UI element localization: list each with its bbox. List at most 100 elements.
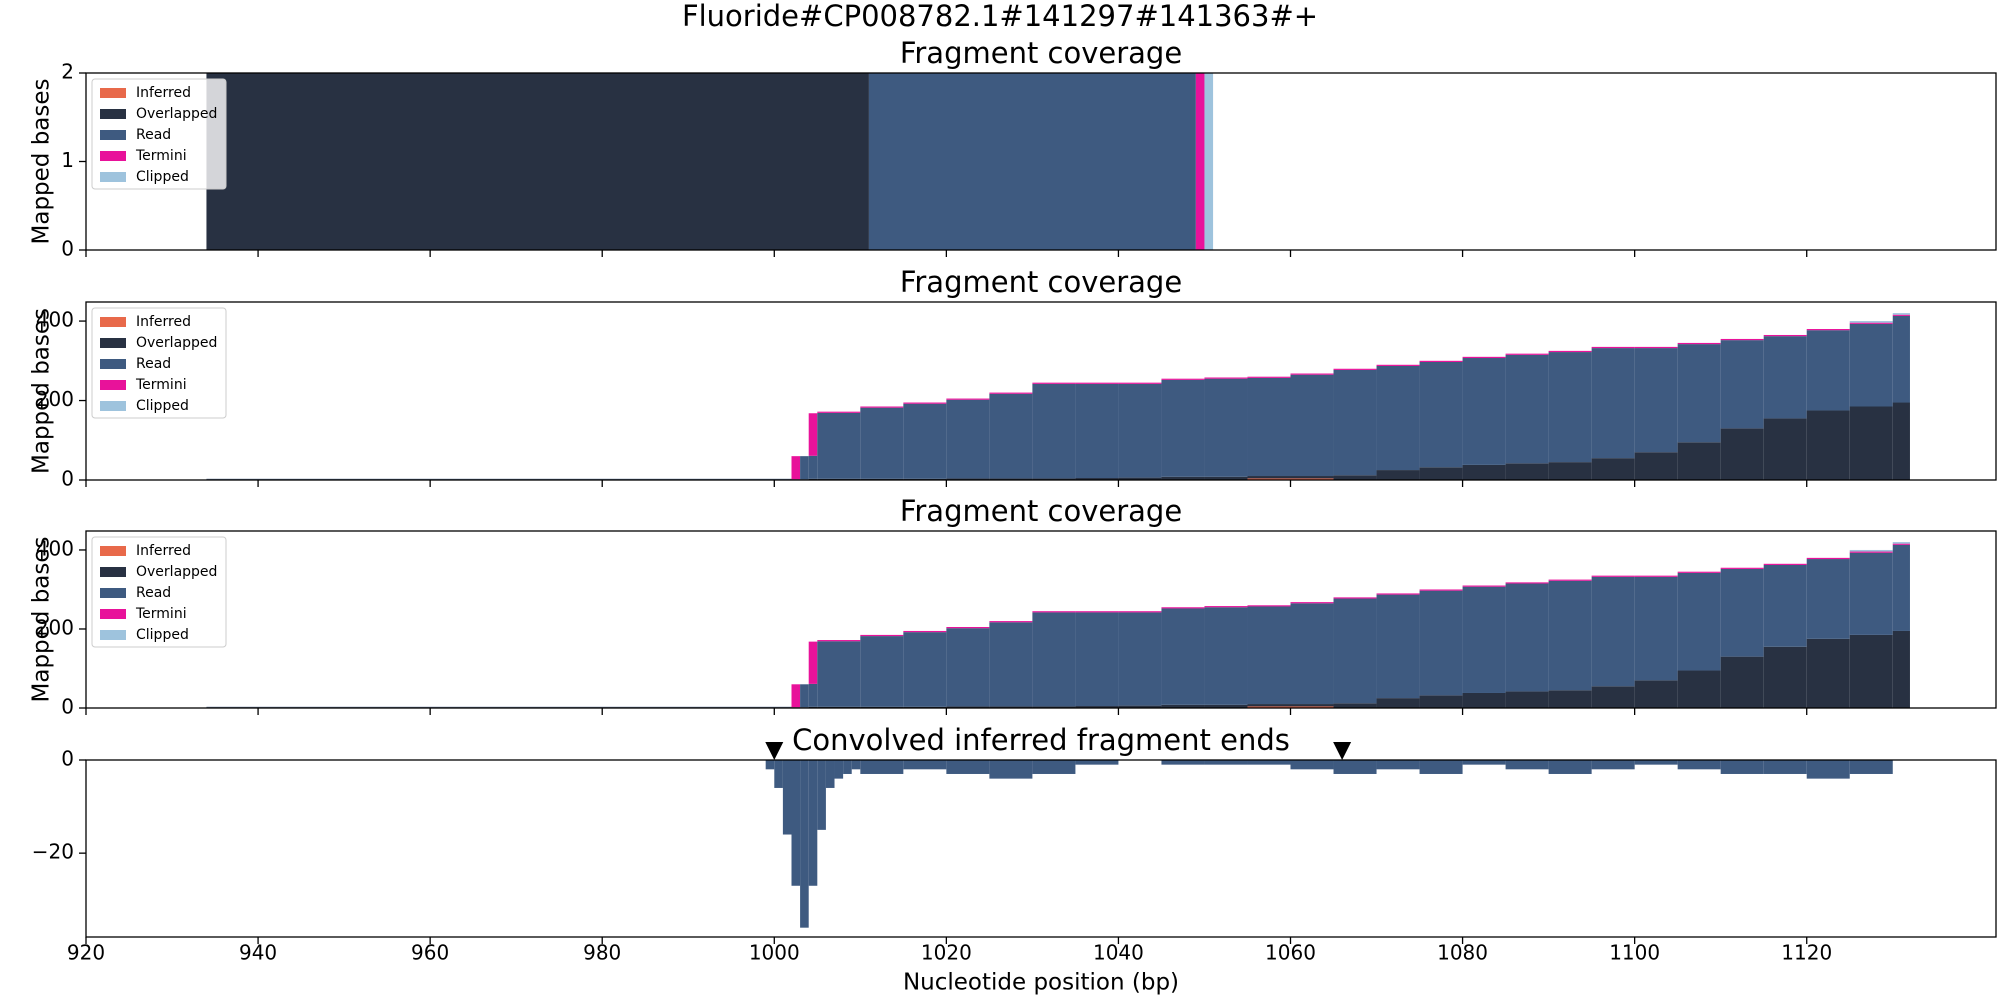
bar-segment (1462, 358, 1506, 465)
bar-segment (1290, 373, 1334, 375)
bar-segment (1677, 572, 1721, 671)
bar-segment (1677, 571, 1721, 573)
y-tick-label: 400 (36, 536, 74, 560)
bar-segment (1720, 428, 1764, 480)
y-tick-label: 0 (61, 237, 74, 261)
bar (1419, 760, 1463, 774)
x-tick-label: 940 (239, 941, 277, 965)
bar-segment (860, 634, 904, 637)
bar-segment (1118, 612, 1162, 706)
bar-segment (1290, 476, 1334, 479)
bar-segment (1806, 559, 1850, 639)
x-tick-label: 1000 (749, 941, 800, 965)
bar-segment (1892, 315, 1910, 403)
bar (1505, 760, 1549, 770)
bar-segment (1419, 695, 1463, 708)
panel: Convolved inferred fragment ends −20 0 920 9… (32, 723, 1997, 996)
bar (843, 760, 852, 774)
legend-label: Clipped (136, 169, 189, 185)
bar-segment (817, 641, 861, 707)
bar-segment (903, 403, 947, 479)
bar-segment (1419, 589, 1463, 591)
y-tick-label: 0 (61, 695, 74, 719)
bar-segment (1247, 377, 1291, 477)
plot-area (206, 313, 1910, 480)
bar (1591, 760, 1635, 770)
bar-segment (1376, 594, 1420, 699)
legend-swatch (100, 109, 126, 119)
bar-segment (1161, 379, 1205, 477)
y-tick-label: 2 (61, 60, 74, 84)
bar-segment (1247, 476, 1291, 479)
bar-segment (1118, 383, 1162, 478)
x-tick-label: 1020 (921, 941, 972, 965)
bar-segment (1505, 582, 1549, 584)
bar-segment (1204, 73, 1214, 250)
bar-segment (1204, 377, 1248, 379)
legend-label: Inferred (136, 543, 191, 559)
bar-segment (946, 478, 990, 480)
bar-segment (1849, 323, 1893, 407)
bar-segment (1247, 606, 1291, 705)
y-axis-label: Mapped bases (29, 536, 55, 702)
bar-segment (1118, 705, 1162, 708)
y-tick-label: 0 (61, 747, 74, 771)
bar-segment (1806, 330, 1850, 411)
bar-segment (1677, 344, 1721, 443)
legend-swatch (100, 380, 126, 390)
bar (1161, 760, 1205, 765)
bar-segment (1505, 353, 1549, 355)
bar (1548, 760, 1592, 774)
bar (791, 760, 801, 886)
bar-segment (1032, 383, 1076, 479)
bar-segment (1849, 551, 1893, 553)
legend-label: Overlapped (136, 564, 217, 580)
bar-segment (1548, 462, 1592, 480)
legend-swatch (100, 151, 126, 161)
axes-frame (85, 759, 1997, 938)
bar-segment (903, 402, 947, 404)
legend-swatch (100, 88, 126, 98)
bar-segment (817, 411, 861, 413)
bar-segment (903, 630, 947, 633)
bar-segment (791, 456, 801, 480)
bar-segment (1720, 338, 1764, 341)
bar-segment (1075, 611, 1119, 613)
bar-segment (1634, 348, 1678, 453)
bar-segment (1333, 703, 1377, 708)
axes-frame (85, 301, 1997, 481)
bar-segment (1161, 378, 1205, 380)
bar-segment (1247, 704, 1291, 707)
bar-segment (1195, 73, 1205, 250)
x-tick-label: 1060 (1265, 941, 1316, 965)
y-tick-label: −20 (32, 840, 74, 864)
bar-segment (860, 406, 904, 408)
end-marker (765, 742, 784, 760)
bar-segment (1290, 704, 1334, 707)
bar (774, 760, 783, 788)
bar (1634, 760, 1678, 765)
bar (1462, 760, 1506, 765)
legend-label: Overlapped (136, 106, 217, 122)
bar (1376, 760, 1420, 770)
axes-frame (85, 530, 1997, 709)
legend-swatch (100, 172, 126, 182)
y-axis-label: Mapped bases (29, 308, 55, 474)
bar-segment (1591, 346, 1635, 349)
bar-segment (1075, 383, 1119, 479)
bar-segment (1075, 478, 1119, 480)
bar-segment (1419, 467, 1463, 480)
bar-segment (860, 407, 904, 479)
x-tick-label: 960 (411, 941, 449, 965)
panel-title: Convolved inferred fragment ends (792, 723, 1290, 757)
y-axis-label: Mapped bases (29, 78, 55, 244)
bar-segment (791, 684, 801, 708)
bar-segment (1505, 583, 1549, 692)
legend-label: Termini (135, 377, 187, 393)
bar-segment (1849, 406, 1893, 480)
panel-title: Fragment coverage (900, 265, 1182, 299)
bar-segment (1075, 382, 1119, 384)
bar-segment (1892, 314, 1910, 316)
